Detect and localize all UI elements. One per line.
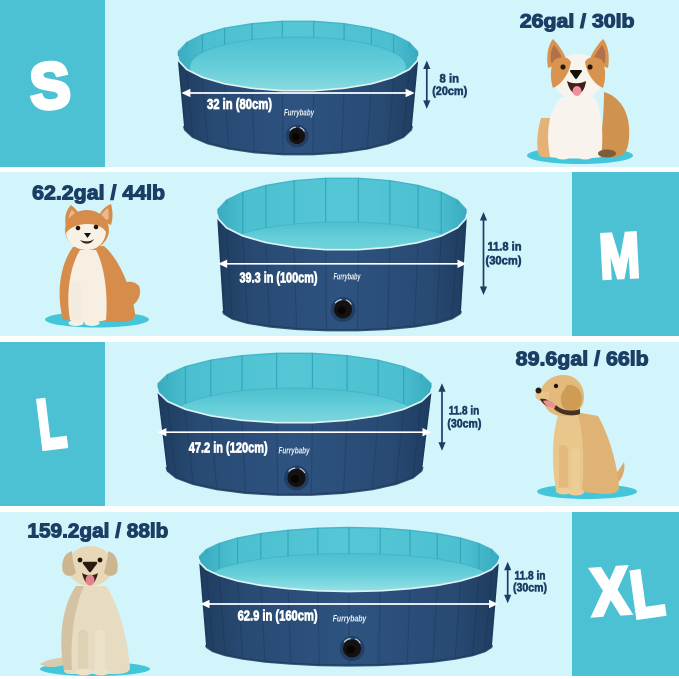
- svg-text:62.9 in (160cm): 62.9 in (160cm): [238, 607, 318, 624]
- svg-text:(30cm): (30cm): [513, 580, 547, 594]
- svg-text:L: L: [33, 383, 70, 464]
- svg-text:11.8 in: 11.8 in: [515, 569, 546, 583]
- svg-text:Furrybaby: Furrybaby: [333, 614, 367, 624]
- svg-text:S: S: [28, 48, 73, 123]
- svg-text:Furrybaby: Furrybaby: [284, 107, 315, 117]
- svg-text:39.3 in (100cm): 39.3 in (100cm): [240, 269, 318, 286]
- svg-text:62.2gal / 44lb: 62.2gal / 44lb: [32, 182, 165, 205]
- svg-text:Furrybaby: Furrybaby: [279, 446, 311, 456]
- svg-text:11.8 in: 11.8 in: [449, 403, 480, 417]
- svg-text:32 in (80cm): 32 in (80cm): [207, 97, 272, 113]
- svg-text:(30cm): (30cm): [486, 254, 522, 268]
- svg-text:8 in: 8 in: [440, 74, 460, 86]
- svg-text:Furrybaby: Furrybaby: [334, 272, 362, 282]
- svg-text:159.2gal / 88lb: 159.2gal / 88lb: [27, 520, 168, 543]
- svg-text:89.6gal / 66lb: 89.6gal / 66lb: [516, 348, 649, 371]
- svg-text:L: L: [626, 554, 668, 632]
- svg-text:47.2 in (120cm): 47.2 in (120cm): [189, 440, 268, 457]
- svg-text:M: M: [598, 220, 642, 292]
- svg-text:(20cm): (20cm): [432, 84, 467, 98]
- svg-text:(30cm): (30cm): [447, 416, 481, 430]
- svg-text:X: X: [589, 553, 631, 629]
- svg-text:26gal / 30lb: 26gal / 30lb: [520, 12, 635, 33]
- svg-text:11.8 in: 11.8 in: [488, 240, 522, 254]
